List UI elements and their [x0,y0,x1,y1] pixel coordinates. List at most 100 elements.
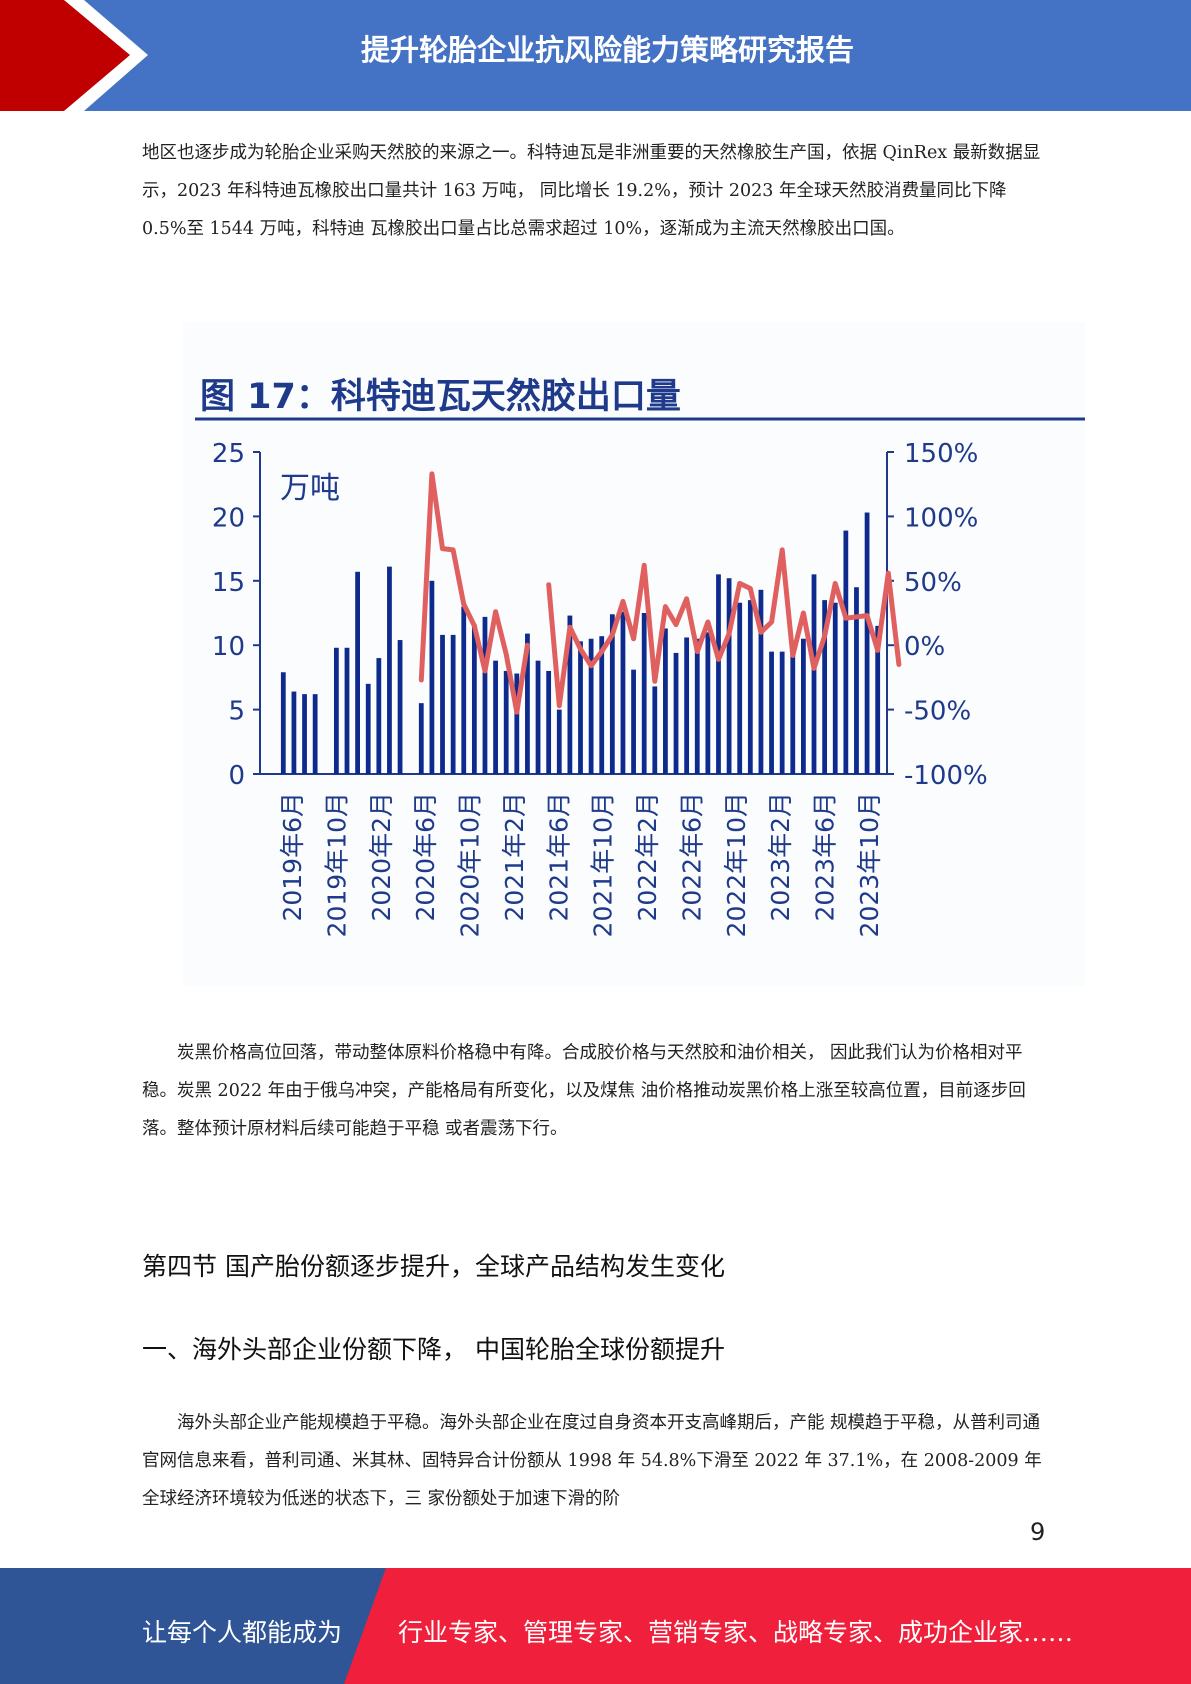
bar [652,686,658,774]
axes: 0 5 10 15 20 25 -100% -50% 0% 50% 100% 150% [212,439,988,791]
bar [471,624,477,774]
y-left-tick-label: 25 [212,439,245,469]
paragraph-rubber-export: 地区也逐步成为轮胎企业采购天然胶的来源之一。科特迪瓦是非洲重要的天然橡胶生产国，… [142,143,1041,239]
bar [291,691,297,774]
x-tick-label: 2023年2月 [766,792,795,922]
bar [684,637,690,774]
y-right-tick-label: 100% [904,503,978,533]
x-tick-label: 2020年2月 [367,792,396,922]
bar [450,634,456,774]
header-red-chevron [0,0,148,111]
header-decoration [0,0,148,111]
bar [493,660,498,774]
x-tick-label: 2022年10月 [722,792,751,937]
page-header: 提升轮胎企业抗风险能力策略研究报告 [0,0,1191,111]
bar [599,636,605,774]
bar [832,602,838,774]
x-tick-label: 2021年6月 [544,792,573,922]
header-white-chevron [64,0,148,111]
y-left-tick-label: 20 [212,503,245,533]
y-left-tick-label: 5 [228,697,245,727]
page-footer [0,1568,1191,1684]
bar [726,578,732,774]
paragraph-carbon-black: 炭黑价格高位回落，带动整体原料价格稳中有降。合成胶价格与天然胶和油价相关， 因此… [142,1043,1026,1139]
x-tick-label: 2021年10月 [589,792,618,937]
page-number: 9 [1030,1518,1046,1546]
bar [387,566,392,774]
bar [482,616,488,774]
bar [758,589,764,774]
bar [440,634,445,774]
bar [620,611,626,774]
y-right-tick-label: -50% [904,697,971,727]
bar [769,651,774,774]
bar [790,651,796,774]
bar [429,580,435,774]
bar [312,694,318,774]
bar [418,703,424,774]
bar [737,602,743,774]
bar-series [280,512,881,774]
bar [801,638,806,774]
x-tick-labels: 2019年6月 2019年10月 2020年2月 2020年6月 2020年10月 202… [278,792,884,937]
x-tick-label: 2019年6月 [278,792,307,922]
subsection-heading: 一、海外头部企业份额下降， 中国轮胎全球份额提升 [142,1335,725,1364]
bar [779,651,785,774]
bar [705,632,711,774]
x-tick-label: 2020年10月 [456,792,485,937]
growth-line-segment [546,547,902,709]
bar [567,615,573,774]
bar [333,647,339,774]
figure-17: 图 17：科特迪瓦天然胶出口量 万吨 0 5 10 15 20 25 -100% -50% 0%… [183,322,1085,986]
bar [365,683,371,774]
y-right-tick-label: 50% [904,568,962,598]
bar [344,647,350,774]
x-tick-label: 2023年6月 [811,792,840,922]
y-right-tick-label: -100% [904,761,988,791]
growth-line-segment [418,471,530,715]
bar [864,512,870,774]
bar [503,670,509,774]
bar [514,673,520,774]
bar [673,652,679,774]
footer-background [0,1568,1191,1684]
bar [631,669,636,774]
bar [355,571,360,774]
bar [588,638,594,774]
bar [822,600,828,774]
y-left-tick-label: 0 [228,761,245,791]
chart-title: 图 17：科特迪瓦天然胶出口量 [200,376,681,417]
y-right-tick-label: 0% [904,632,945,662]
bar [535,660,541,774]
bar [556,709,562,774]
growth-line-series [418,471,902,715]
bar [397,640,403,774]
y-left-tick-label: 15 [212,568,245,598]
bar [811,574,817,774]
paragraph-overseas-share: 海外头部企业产能规模趋于平稳。海外头部企业在度过自身资本开支高峰期后，产能 规模… [142,1413,1042,1509]
bar [578,641,583,774]
x-tick-label: 2022年6月 [678,792,707,922]
x-tick-label: 2019年10月 [322,792,351,937]
header-title: 提升轮胎企业抗风险能力策略研究报告 [360,33,854,67]
bar [302,694,307,774]
x-tick-label: 2021年2月 [500,792,529,922]
bar [875,625,881,774]
section-heading: 第四节 国产胎份额逐步提升，全球产品结构发生变化 [142,1252,725,1281]
bar [461,606,467,774]
bar [641,613,647,774]
bar [609,614,615,774]
bar [854,587,859,774]
bar [694,638,700,774]
chart-export-volume: 图 17：科特迪瓦天然胶出口量 万吨 0 5 10 15 20 25 -100% -50% 0%… [195,376,1085,937]
bar [525,633,530,774]
footer-slogan-right: 行业专家、管理专家、营销专家、战略专家、成功企业家…… [398,1618,1074,1647]
bar [843,530,849,774]
bar [280,672,286,774]
x-tick-label: 2022年2月 [633,792,662,922]
x-tick-label: 2020年6月 [411,792,440,922]
unit-label: 万吨 [280,471,340,506]
bar [747,600,753,774]
footer-slogan-left: 让每个人都能成为 [142,1618,343,1647]
bar [376,658,382,774]
